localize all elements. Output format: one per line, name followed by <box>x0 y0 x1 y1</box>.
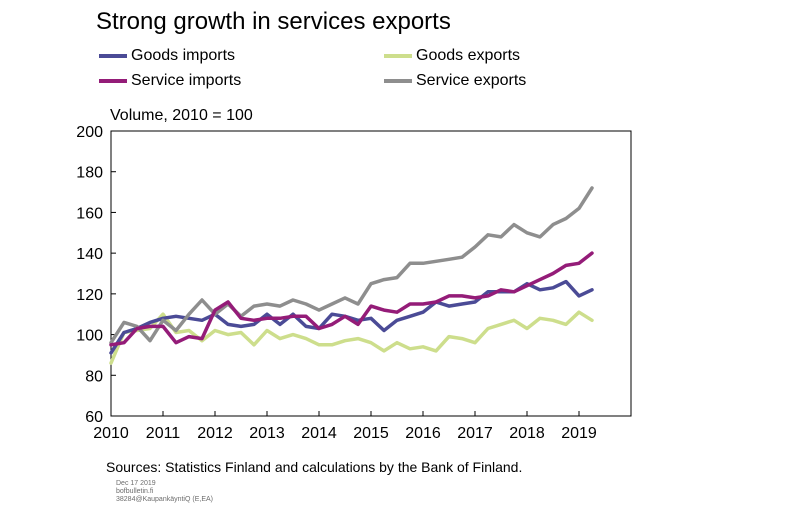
y-tick-label: 100 <box>76 328 103 345</box>
legend-swatch-goods-exports <box>384 54 412 58</box>
source-note: Sources: Statistics Finland and calculat… <box>106 459 523 475</box>
footnote-code: 38284@KaupankäyntiQ (E,EA) <box>116 496 213 503</box>
series-line-service-exports <box>109 186 594 345</box>
x-tick-label: 2012 <box>197 425 233 442</box>
x-tick-label: 2016 <box>405 425 441 442</box>
legend-swatch-service-imports <box>99 79 127 83</box>
x-tick-label: 2010 <box>93 425 129 442</box>
x-tick-label: 2013 <box>249 425 285 442</box>
legend-swatch-goods-imports <box>99 54 127 58</box>
y-tick-label: 200 <box>76 124 103 141</box>
legend-label-goods-exports: Goods exports <box>416 47 521 64</box>
y-tick-label: 120 <box>76 287 103 304</box>
x-tick-label: 2011 <box>146 425 181 442</box>
series-line-service-imports <box>109 251 594 347</box>
series-line-goods-exports <box>109 310 594 365</box>
footnote-site: bofbulletin.fi <box>116 488 154 495</box>
legend-item-goods-imports: Goods imports <box>99 47 235 65</box>
legend-label-goods-imports: Goods imports <box>131 47 236 64</box>
legend-swatch-service-exports <box>384 79 412 83</box>
y-tick-label: 160 <box>76 205 103 222</box>
x-tick-label: 2017 <box>457 425 493 442</box>
legend-item-service-exports: Service exports <box>384 72 526 90</box>
footnote-date: Dec 17 2019 <box>116 480 156 487</box>
y-axis-label: Volume, 2010 = 100 <box>110 107 253 124</box>
series-line-goods-imports <box>109 279 594 355</box>
y-tick-label: 80 <box>85 368 103 385</box>
x-tick-label: 2018 <box>509 425 545 442</box>
legend-item-goods-exports: Goods exports <box>384 47 520 65</box>
x-tick-label: 2019 <box>561 425 597 442</box>
legend-label-service-imports: Service imports <box>131 72 242 89</box>
y-tick-label: 180 <box>76 165 103 182</box>
chart-title: Strong growth in services exports <box>96 8 451 35</box>
x-tick-label: 2014 <box>301 425 337 442</box>
y-tick-label: 140 <box>76 246 103 263</box>
x-tick-label: 2015 <box>353 425 389 442</box>
legend-item-service-imports: Service imports <box>99 72 241 90</box>
y-tick-label: 60 <box>85 409 103 426</box>
legend-label-service-exports: Service exports <box>416 72 527 89</box>
